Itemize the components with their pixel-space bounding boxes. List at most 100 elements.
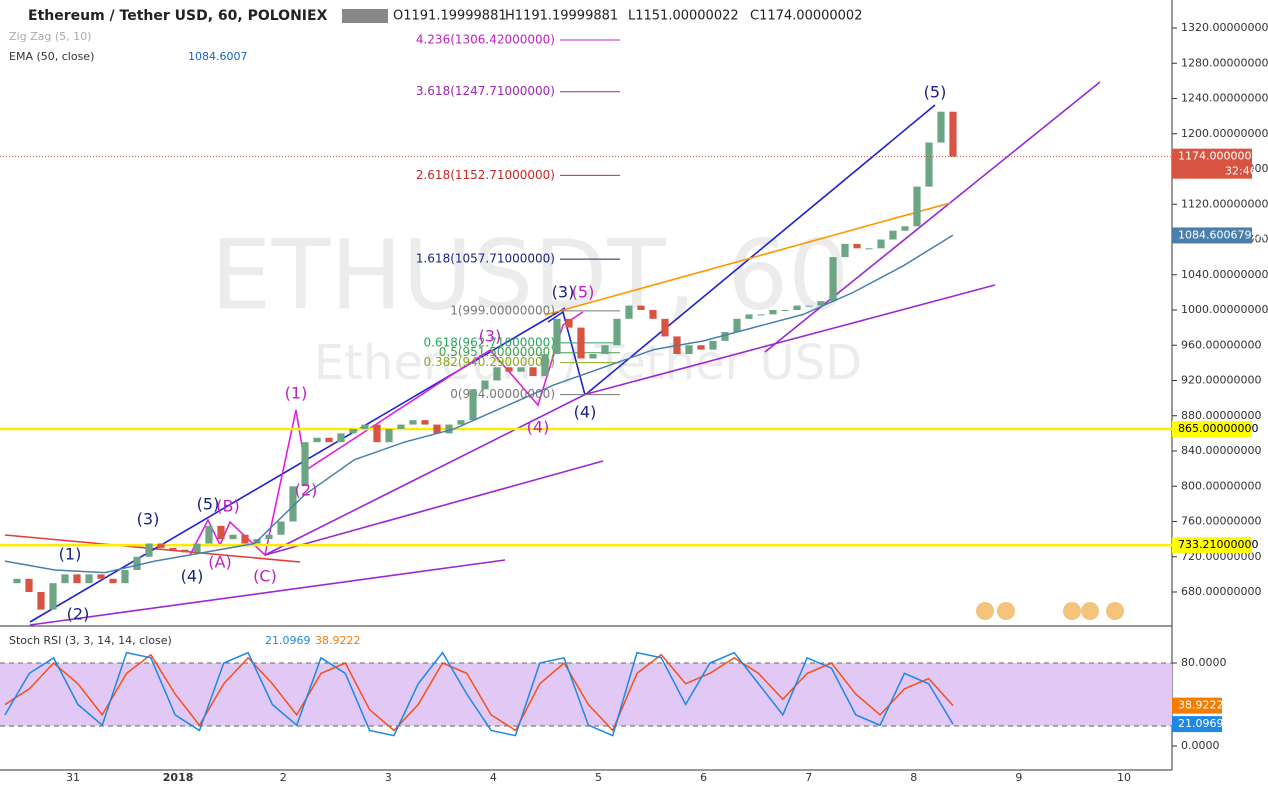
time-label: 2 — [280, 771, 287, 784]
trend-line — [582, 284, 996, 396]
candle — [265, 534, 273, 540]
indicator-label[interactable]: EMA (50, close) — [9, 50, 94, 63]
fib-label: 0.618(962.71000000) — [423, 335, 555, 349]
price-tick-label: 840.00000000 — [1181, 444, 1261, 457]
price-tick-label: 1000.00000000 — [1181, 303, 1268, 316]
price-tick-label: 1320.00000000 — [1181, 21, 1268, 34]
fib-label: 2.618(1152.71000000) — [416, 168, 555, 182]
event-icon[interactable] — [976, 602, 994, 620]
candle — [397, 424, 405, 429]
candle — [709, 340, 717, 350]
time-label: 5 — [595, 771, 602, 784]
candle — [457, 420, 465, 425]
candle — [949, 111, 957, 157]
candle — [13, 578, 21, 584]
trend-line — [264, 391, 591, 556]
time-label: 8 — [910, 771, 917, 784]
candle — [793, 305, 801, 310]
time-label: 6 — [700, 771, 707, 784]
event-icon[interactable] — [997, 602, 1015, 620]
candle — [637, 305, 645, 310]
price-badge — [1172, 537, 1252, 554]
ohlc-open: O1191.19999881 — [393, 9, 507, 24]
candle — [133, 556, 141, 570]
candle — [553, 318, 561, 355]
candle — [493, 367, 501, 381]
symbol[interactable]: Ethereum / Tether USD, 60, POLONIEX — [28, 8, 328, 24]
candle — [73, 574, 81, 584]
candle — [889, 230, 897, 240]
wave-label: (A) — [208, 553, 231, 572]
toolbar-icons[interactable] — [342, 9, 388, 23]
candle — [301, 442, 309, 487]
candle — [121, 569, 129, 584]
fib-label: 0(904.00000000) — [450, 387, 555, 401]
candle — [661, 318, 669, 337]
countdown: 32:46 — [1225, 165, 1257, 178]
event-icon[interactable] — [1063, 602, 1081, 620]
wave-label: (5) — [572, 283, 595, 302]
price-tick-label: 1280.00000000 — [1181, 56, 1268, 69]
indicator-label[interactable]: Zig Zag (5, 10) — [9, 30, 91, 43]
fib-label: 4.236(1306.42000000) — [416, 32, 555, 46]
rsi-band — [0, 663, 1172, 726]
candle — [217, 525, 225, 540]
candle — [481, 380, 489, 390]
time-label: 31 — [66, 771, 80, 784]
price-badge-label: 865.00000000 — [1178, 422, 1258, 435]
wave-label: (4) — [181, 567, 204, 586]
wave-label: (2) — [67, 605, 90, 624]
trend-line — [544, 202, 951, 316]
candle — [937, 111, 945, 143]
price-tick-label: 1200.00000000 — [1181, 127, 1268, 140]
rsi-badge — [1172, 697, 1222, 714]
candle — [421, 420, 429, 425]
candle — [277, 521, 285, 535]
candle — [85, 574, 93, 584]
ohlc-close: C1174.00000002 — [750, 9, 862, 24]
candle — [769, 310, 777, 315]
price-tick-label: 920.00000000 — [1181, 374, 1261, 387]
price-tick-label: 1040.00000000 — [1181, 268, 1268, 281]
candle — [589, 354, 597, 359]
price-tick-label: 960.00000000 — [1181, 338, 1261, 351]
candle — [445, 424, 453, 434]
candle — [109, 578, 117, 584]
candle — [373, 424, 381, 443]
candle — [97, 574, 105, 579]
watermark-ticker: ETHUSDT, 60 — [211, 219, 849, 331]
candle — [505, 367, 513, 372]
candle — [601, 345, 609, 355]
candle — [349, 428, 357, 434]
ema-line — [4, 234, 954, 574]
indicator-label[interactable]: Stoch RSI (3, 3, 14, 14, close) — [9, 634, 172, 647]
price-badge — [1172, 420, 1252, 437]
price-tick-label: 880.00000000 — [1181, 409, 1261, 422]
indicator-value: 21.0969 — [265, 634, 311, 647]
time-label: 10 — [1117, 771, 1131, 784]
candle — [565, 318, 573, 328]
candle — [829, 257, 837, 302]
wave-label: (3) — [479, 327, 502, 346]
candle — [685, 345, 693, 355]
price-tick-label: 800.00000000 — [1181, 479, 1261, 492]
time-label: 9 — [1015, 771, 1022, 784]
event-icon[interactable] — [1081, 602, 1099, 620]
candle — [145, 543, 153, 557]
price-tick-label: 1240.00000000 — [1181, 92, 1268, 105]
candle — [517, 367, 525, 372]
price-tick-label: 760.00000000 — [1181, 515, 1261, 528]
candle — [241, 534, 249, 544]
candle — [721, 332, 729, 341]
wave-label: (2) — [295, 481, 318, 500]
candle — [337, 433, 345, 443]
time-label: 3 — [385, 771, 392, 784]
rsi-tick-label: 0.0000 — [1181, 739, 1220, 752]
wave-label: (3) — [552, 283, 575, 302]
candle — [169, 547, 177, 550]
candle — [649, 310, 657, 319]
watermark: ETHUSDT, 60 Ethereum / Tether USD — [211, 219, 862, 391]
event-icon[interactable] — [1106, 602, 1124, 620]
candle — [877, 239, 885, 249]
